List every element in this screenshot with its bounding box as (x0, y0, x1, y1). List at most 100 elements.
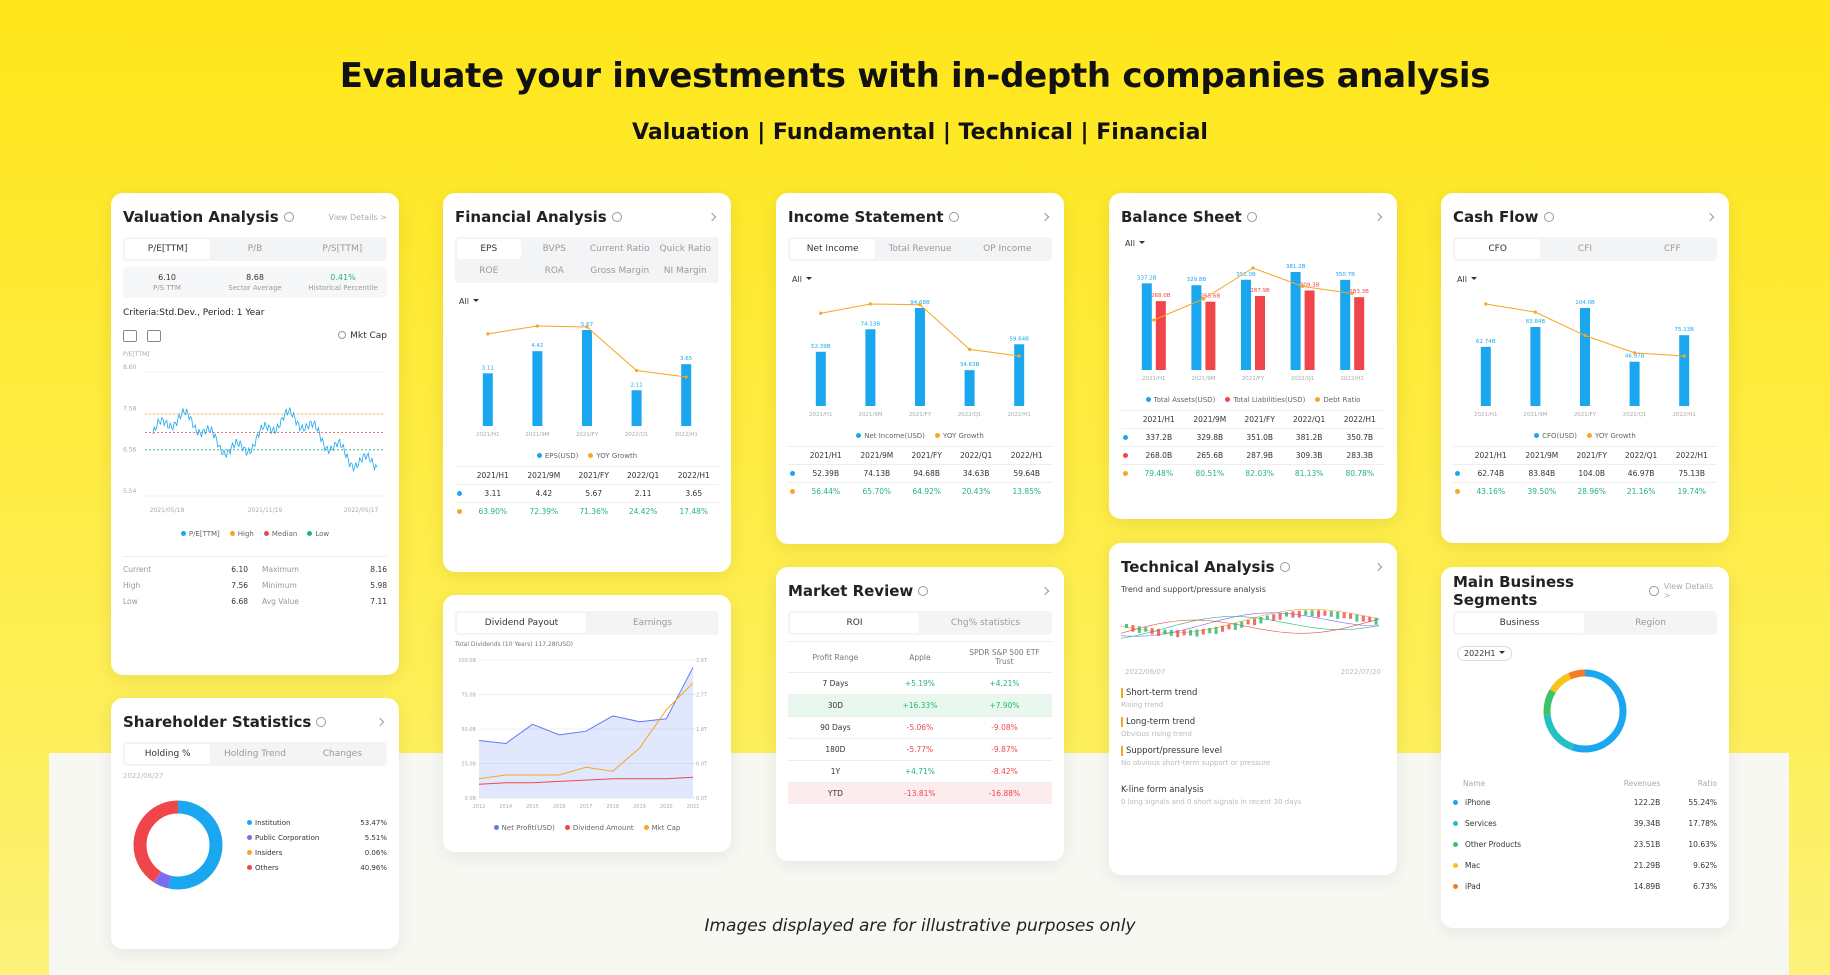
tab[interactable]: Net Income (790, 239, 876, 259)
bar (815, 351, 826, 406)
x-tick-label: 2021/9M (1523, 412, 1547, 418)
table-header-cell: Ratio (1697, 779, 1717, 788)
bar-value-label: 104.0B (1575, 300, 1595, 306)
x-tick-label: 2015 (526, 804, 539, 810)
candle (1278, 613, 1282, 620)
filter-dropdown[interactable]: All (792, 275, 812, 284)
bar (1141, 283, 1152, 370)
table-cell: 5.67 (585, 489, 603, 498)
view-details-link[interactable]: View Details > (328, 212, 387, 222)
legend-label: Others (255, 863, 279, 872)
tab[interactable]: Current Ratio (589, 244, 650, 254)
chevron[interactable] (1705, 212, 1715, 222)
chart-type-icon[interactable] (123, 330, 137, 342)
tab[interactable]: Holding Trend (224, 749, 286, 759)
chevron[interactable] (1040, 212, 1050, 222)
tab[interactable]: Quick Ratio (659, 244, 711, 254)
tab[interactable]: Gross Margin (590, 266, 650, 276)
tab[interactable]: CFO (1455, 239, 1541, 259)
growth-point (918, 303, 922, 307)
tab[interactable]: CFF (1664, 244, 1681, 254)
tab[interactable]: Total Revenue (888, 244, 952, 254)
summary-item: High 7.56 (123, 581, 248, 590)
x-tick-label: 2022/H1 (1672, 412, 1696, 418)
legend-label: Mkt Cap (651, 824, 681, 832)
filter-dropdown[interactable]: All (1457, 275, 1477, 284)
segment-label: iPad (1465, 882, 1481, 891)
roi-table: Profit Range Apple SPDR S&P 500 ETF Trust 7… (788, 641, 1052, 804)
table-cell: +7.90% (989, 701, 1020, 710)
tab[interactable]: CFI (1577, 244, 1593, 254)
chevron[interactable] (707, 212, 717, 222)
chevron[interactable] (375, 717, 385, 727)
summary-item: Minimum 5.98 (262, 581, 387, 590)
series-key (455, 485, 468, 503)
tab[interactable]: Earnings (632, 618, 673, 628)
legend-label: EPS(USD) (544, 452, 579, 460)
table-row: Mac 21.29B 9.62% (1453, 855, 1717, 876)
table-cell: 34.63B (962, 469, 990, 478)
tab[interactable]: NI Margin (663, 266, 707, 276)
tab[interactable]: P/E[TTM] (125, 239, 211, 259)
legend-swatch (493, 825, 499, 830)
mkt-cap-toggle[interactable]: Mkt Cap (338, 331, 387, 341)
card-title: Balance Sheet (1121, 208, 1242, 226)
filter-dropdown[interactable]: All (1125, 239, 1145, 248)
tab[interactable]: OP Income (983, 244, 1032, 254)
stat: 8.68 Sector Average (211, 273, 299, 292)
view-details-link[interactable]: View Details > (1663, 582, 1714, 600)
bar (1340, 279, 1351, 370)
legend-label: Total Liabilities(USD) (1233, 396, 1306, 404)
legend-item: Net Income(USD) (856, 432, 925, 440)
tab[interactable]: Dividend Payout (457, 613, 586, 633)
table-cell: 24.42% (628, 507, 658, 516)
table-header-cell: 2022/Q1 (1624, 451, 1658, 460)
bar-value-label: 52.39B (811, 344, 831, 350)
legend: Net Profit(USD) Dividend Amount Mkt Cap (455, 824, 719, 832)
info-icon (918, 586, 929, 596)
table-row: YTD -13.81% -16.88% (788, 782, 1052, 804)
tab[interactable]: ROI (790, 613, 919, 633)
table-cell: 309.3B (1295, 451, 1323, 460)
table-cell: 180D (825, 745, 846, 754)
tab[interactable]: ROA (544, 266, 564, 276)
candle (1201, 628, 1205, 635)
legend-swatch (1534, 433, 1540, 438)
legend-swatch (180, 531, 186, 536)
table-header-row: Name Revenues Ratio (1453, 775, 1717, 792)
tab[interactable]: Holding % (125, 744, 211, 764)
y2-tick-label: 0.0T (696, 796, 708, 802)
period-selector[interactable]: 2022H1 (1457, 646, 1513, 661)
tab[interactable]: Business (1455, 613, 1584, 633)
chevron[interactable] (1373, 562, 1383, 572)
chevron[interactable] (1373, 212, 1383, 222)
tab[interactable]: Region (1635, 618, 1666, 628)
legend-item: Mkt Cap (643, 824, 681, 832)
summary-name: Current (123, 565, 152, 574)
tab[interactable]: P/S[TTM] (322, 244, 363, 254)
bar (1191, 285, 1202, 370)
tab[interactable]: BVPS (542, 244, 566, 254)
tab[interactable]: Chg% statistics (950, 618, 1021, 628)
legend-label: Net Income(USD) (864, 432, 925, 440)
filter-dropdown[interactable]: All (459, 297, 479, 306)
legend-item: Total Assets(USD) (1145, 396, 1215, 404)
tab[interactable]: ROE (479, 266, 499, 276)
tab-bar: Holding % Holding Trend Changes (123, 742, 387, 766)
y2-tick-label: 1.8T (696, 727, 708, 733)
tab[interactable]: Changes (322, 749, 362, 759)
table-row: 62.74B 83.84B 104.0B 46.97B 75.13B (1453, 464, 1717, 483)
card: Technical Analysis Trend and support/pres… (1109, 543, 1397, 875)
toolbar: Mkt Cap (123, 326, 387, 346)
growth-point (1301, 284, 1305, 288)
tab[interactable]: P/B (247, 244, 263, 254)
y2-tick-label: 2.7T (696, 693, 708, 699)
bar (1480, 346, 1491, 406)
chevron[interactable] (1040, 586, 1050, 596)
table-header-cell: 2021/9M (860, 451, 894, 460)
tab[interactable]: EPS (457, 239, 521, 259)
chart-type-icon[interactable] (147, 330, 161, 342)
segment-swatch (1453, 884, 1458, 889)
tab-bar: Net Income Total Revenue OP Income (788, 237, 1052, 261)
table-row: 52.39B 74.13B 94.68B 34.63B 59.64B (788, 464, 1052, 483)
